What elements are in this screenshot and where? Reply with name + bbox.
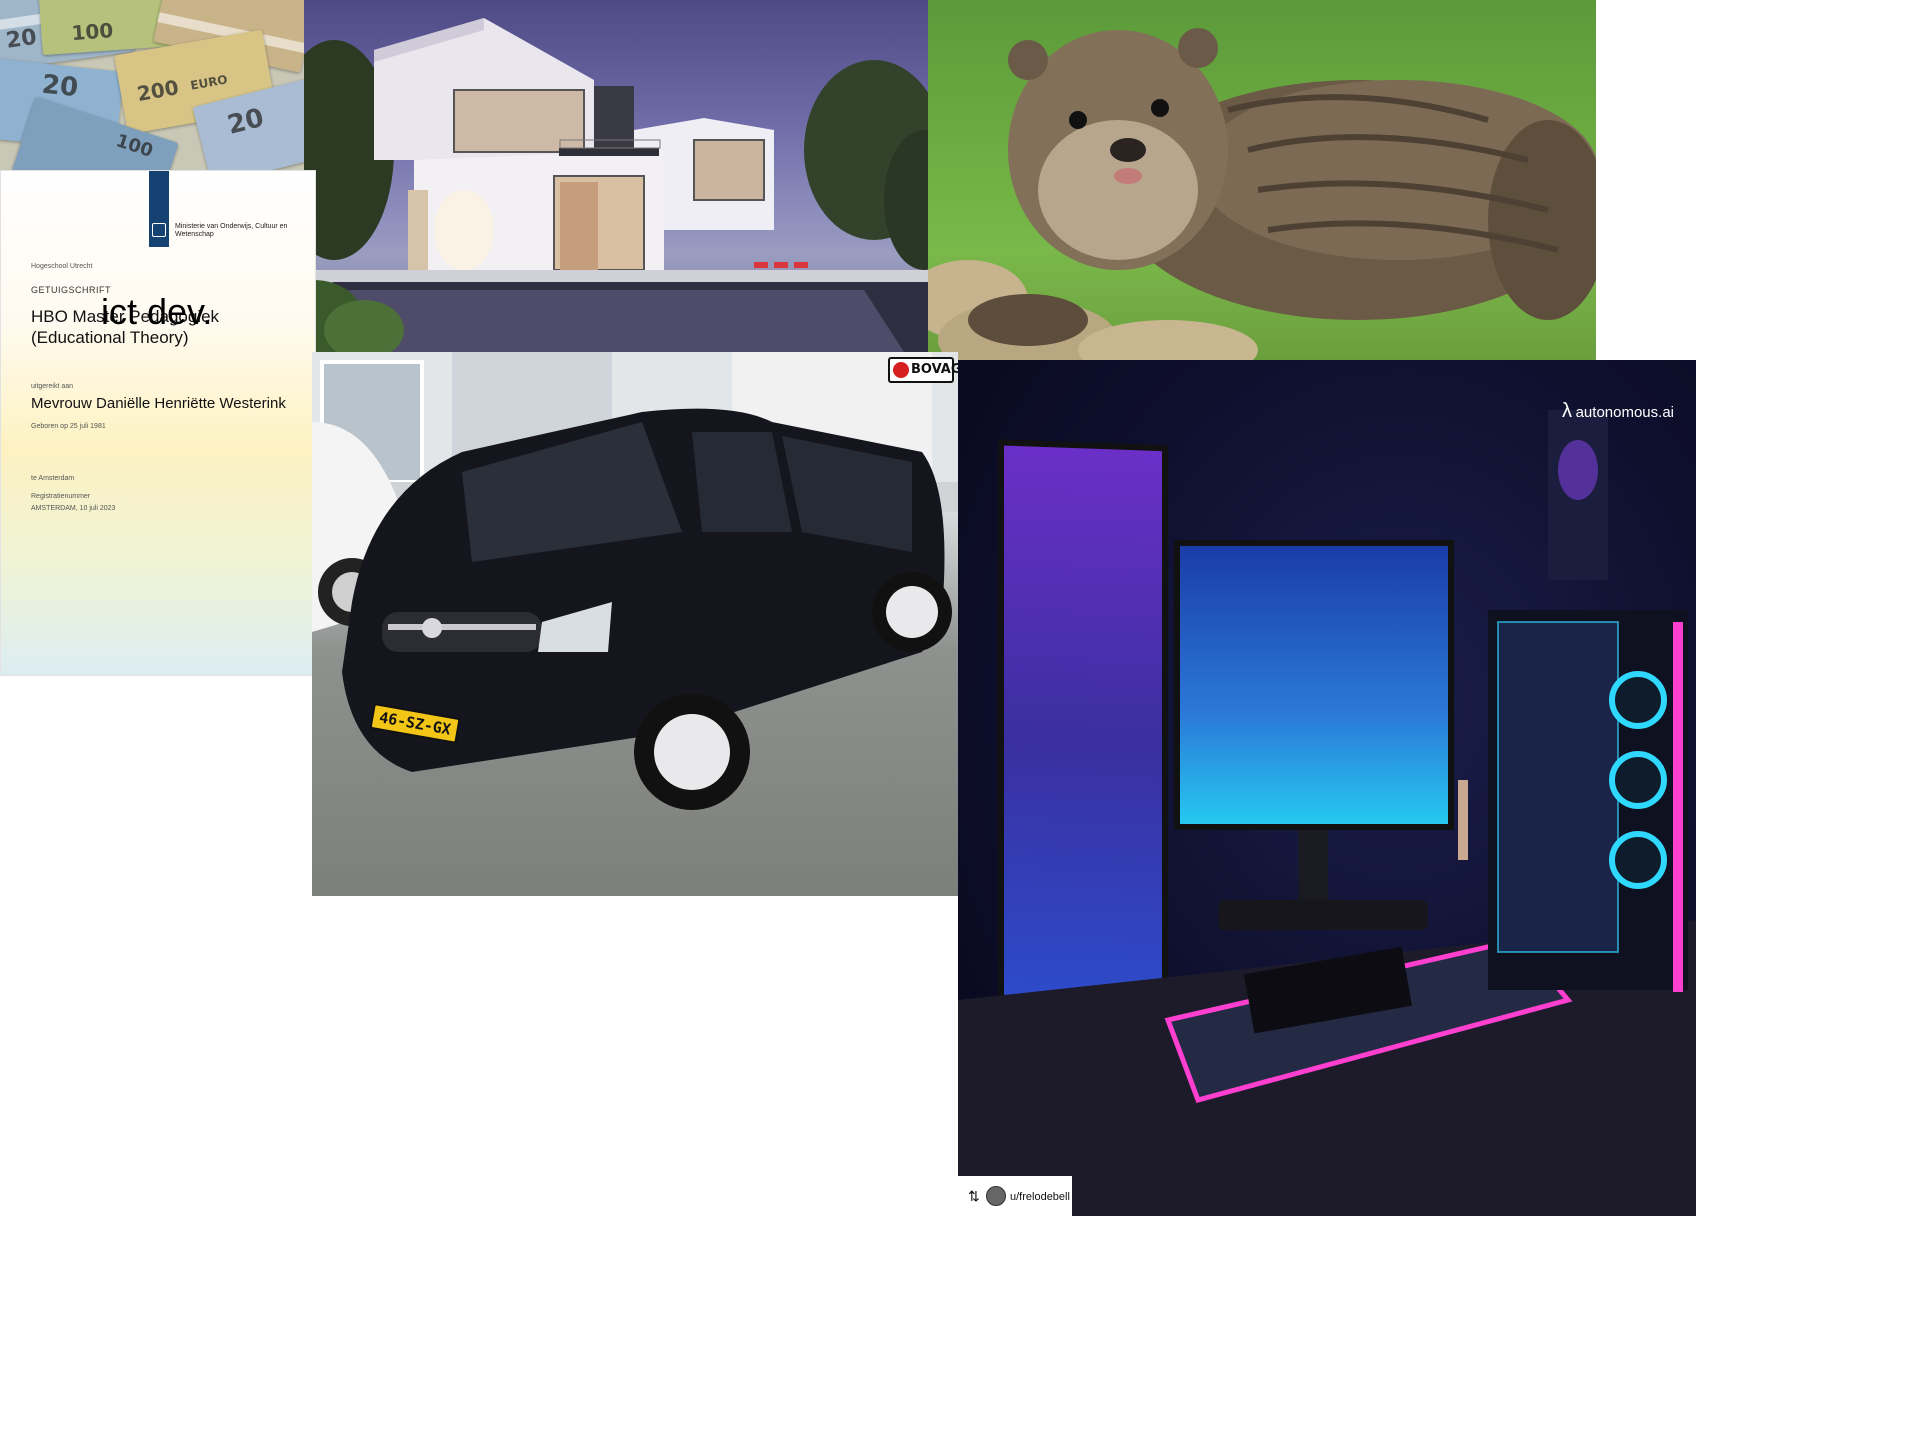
otter-illustration — [928, 28, 1596, 360]
brand-watermark: autonomous.ai — [1575, 404, 1674, 421]
setup-illustration — [958, 410, 1696, 1216]
banknote-value: 20 — [4, 24, 39, 54]
dealer-badge: BOVAG — [888, 357, 958, 383]
credit-badge: ⇅ u/frelodebell — [958, 1176, 1072, 1216]
credit-username: u/frelodebell — [1010, 1191, 1070, 1203]
car-illustration — [312, 352, 958, 810]
certificate-title: HBO Master Pedagogiek (Educational Theor… — [31, 307, 220, 347]
euro-banknotes-image: 20 100 20 200 EURO 20 100 — [0, 0, 304, 170]
register-label: Registratienummer — [31, 493, 91, 500]
dealer-badge-text: BOVAG — [911, 362, 958, 377]
ministry-name: Ministerie van Onderwijs, Cultuur en Wet… — [175, 223, 288, 238]
place-label: te Amsterdam — [31, 475, 75, 482]
retweet-icon: ⇅ — [968, 1188, 980, 1204]
overlay-text: ict dev. — [101, 291, 213, 332]
institution-label: Hogeschool Utrecht — [31, 263, 93, 270]
otter-image — [928, 0, 1596, 360]
house-illustration — [304, 18, 928, 352]
black-minivan-image: BOVAG 46-SZ-GX — [312, 352, 958, 896]
banknote-value: 100 — [113, 130, 156, 162]
bovag-logo-icon — [893, 362, 909, 378]
banknote-value: 20 — [224, 102, 267, 141]
certificate-document-image: Ministerie van Onderwijs, Cultuur en Wet… — [0, 170, 316, 676]
gaming-setup-image: λ autonomous.ai ⇅ u/frelodebell — [958, 360, 1696, 1216]
issue-date: AMSTERDAM, 10 juli 2023 — [31, 505, 116, 512]
banknote-value: 200 — [135, 75, 181, 107]
brand-logo-icon: λ — [1562, 400, 1572, 422]
banknote-value: 20 — [40, 69, 80, 104]
crest-icon — [152, 223, 166, 237]
banknote-currency: EURO — [189, 72, 229, 93]
holder-dob: Geboren op 25 juli 1981 — [31, 423, 106, 430]
holder-label: uitgereikt aan — [31, 383, 74, 390]
modern-house-image — [304, 0, 928, 352]
government-logo-bar — [149, 171, 169, 247]
certificate-holder: Mevrouw Daniëlle Henriëtte Westerink — [31, 395, 286, 412]
avatar — [986, 1186, 1006, 1206]
banknote-value: 100 — [70, 18, 114, 46]
certificate-heading: GETUIGSCHRIFT — [31, 285, 111, 295]
